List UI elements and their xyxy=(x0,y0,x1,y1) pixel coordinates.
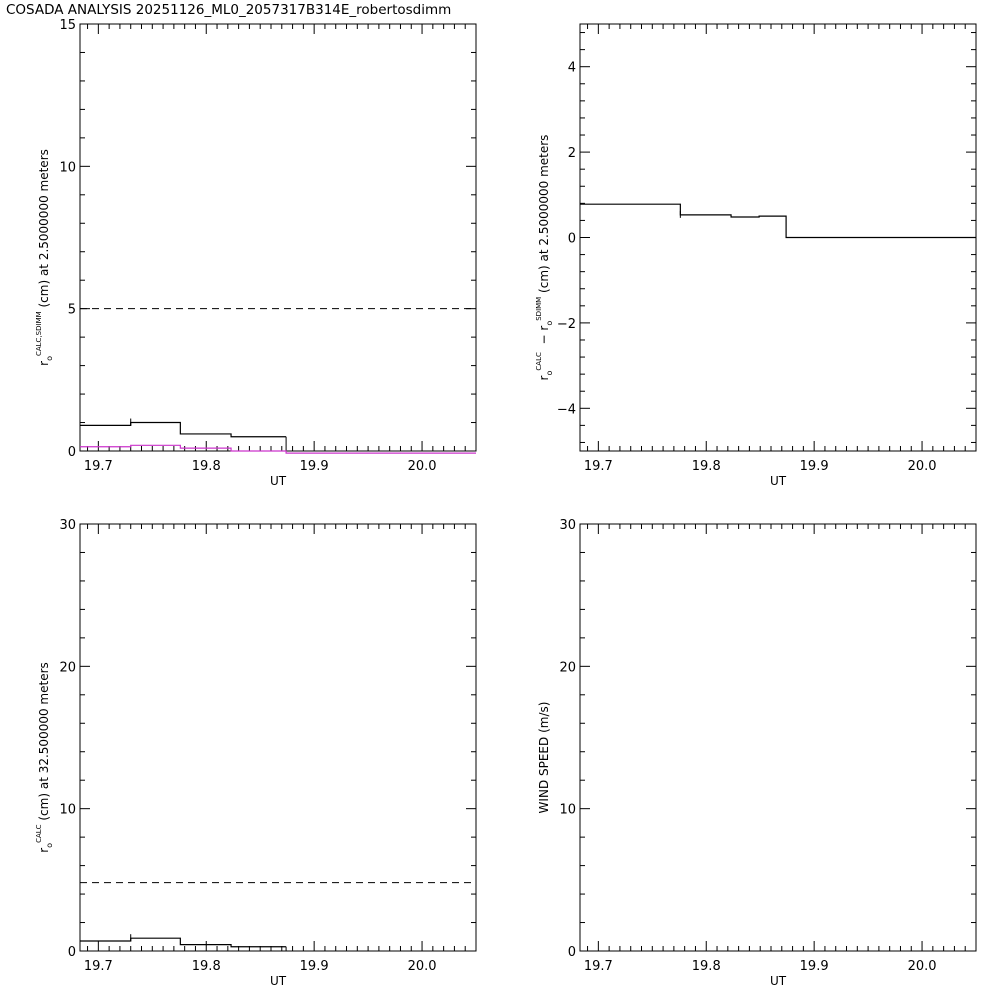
x-tick-label: 19.7 xyxy=(84,959,113,974)
y-tick-label: 10 xyxy=(559,803,576,818)
x-tick-label: 19.8 xyxy=(192,959,221,974)
y-tick-label: 0 xyxy=(68,945,76,960)
y-tick-label: 0 xyxy=(568,945,576,960)
plot-frame xyxy=(79,523,477,952)
series-1-line xyxy=(80,937,287,948)
y-tick-label: −2 xyxy=(557,317,576,332)
y-tick-label: 10 xyxy=(59,160,76,175)
x-tick-label: 19.7 xyxy=(584,459,613,474)
x-tick-label: 19.7 xyxy=(84,459,113,474)
figure-title: COSADA ANALYSIS 20251126_ML0_2057317B314… xyxy=(6,2,452,18)
x-tick-label: 19.8 xyxy=(692,959,721,974)
x-tick-label: 20.0 xyxy=(908,959,937,974)
y-axis-label: roCALC (cm) at 32.500000 meters xyxy=(35,662,54,853)
y-axis-label: roCALC,SDIMM (cm) at 2.5000000 meters xyxy=(35,149,54,366)
plot-frame xyxy=(579,523,977,952)
y-axis-label: roCALC − roSDIMM (cm) at 2.5000000 meter… xyxy=(535,135,554,381)
y-tick-label: 15 xyxy=(59,18,76,33)
x-tick-label: 20.0 xyxy=(408,459,437,474)
y-tick-label: 30 xyxy=(59,518,76,533)
x-tick-label: 20.0 xyxy=(408,959,437,974)
x-tick-label: 19.9 xyxy=(800,959,829,974)
x-axis-label: UT xyxy=(270,974,287,988)
series-2-line xyxy=(80,444,476,454)
y-tick-label: 4 xyxy=(568,61,576,76)
x-tick-label: 19.8 xyxy=(192,459,221,474)
panel-r0-calc-32m: 19.7 19.8 19.9 20.0 0 10 20 30 UT roCALC (cm) at … xyxy=(35,518,477,988)
y-tick-label: 0 xyxy=(568,232,576,247)
x-tick-label: 19.9 xyxy=(300,459,329,474)
y-tick-label: 30 xyxy=(559,518,576,533)
x-axis-label: UT xyxy=(270,474,287,488)
panel-wind-speed: 19.7 19.8 19.9 20.0 0 10 20 30 UT WIND SPEED (m/s… xyxy=(537,518,977,988)
y-tick-label: 20 xyxy=(59,660,76,675)
y-tick-label: −4 xyxy=(557,402,576,417)
x-tick-label: 19.9 xyxy=(800,459,829,474)
series-1-line xyxy=(580,203,976,239)
y-tick-label: 0 xyxy=(68,445,76,460)
y-tick-label: 20 xyxy=(559,660,576,675)
panel-r0-calc-sdimm: 19.7 19.8 19.9 20.0 0 5 10 15 UT roCALC,SDIMM (cm… xyxy=(35,18,477,488)
x-tick-label: 19.7 xyxy=(584,959,613,974)
series-1-line xyxy=(80,421,287,438)
x-axis-label: UT xyxy=(770,474,787,488)
x-tick-label: 19.8 xyxy=(692,459,721,474)
y-axis-label: WIND SPEED (m/s) xyxy=(537,702,551,814)
y-tick-label: 10 xyxy=(59,803,76,818)
x-tick-label: 20.0 xyxy=(908,459,937,474)
y-tick-label: 2 xyxy=(568,146,576,161)
y-tick-label: 5 xyxy=(68,303,76,318)
x-tick-label: 19.9 xyxy=(300,959,329,974)
x-axis-label: UT xyxy=(770,974,787,988)
panel-r0-difference: 19.7 19.8 19.9 20.0 −4 −2 0 2 4 UT roCALC − roSDIM… xyxy=(535,23,977,488)
plot-frame xyxy=(79,23,477,452)
